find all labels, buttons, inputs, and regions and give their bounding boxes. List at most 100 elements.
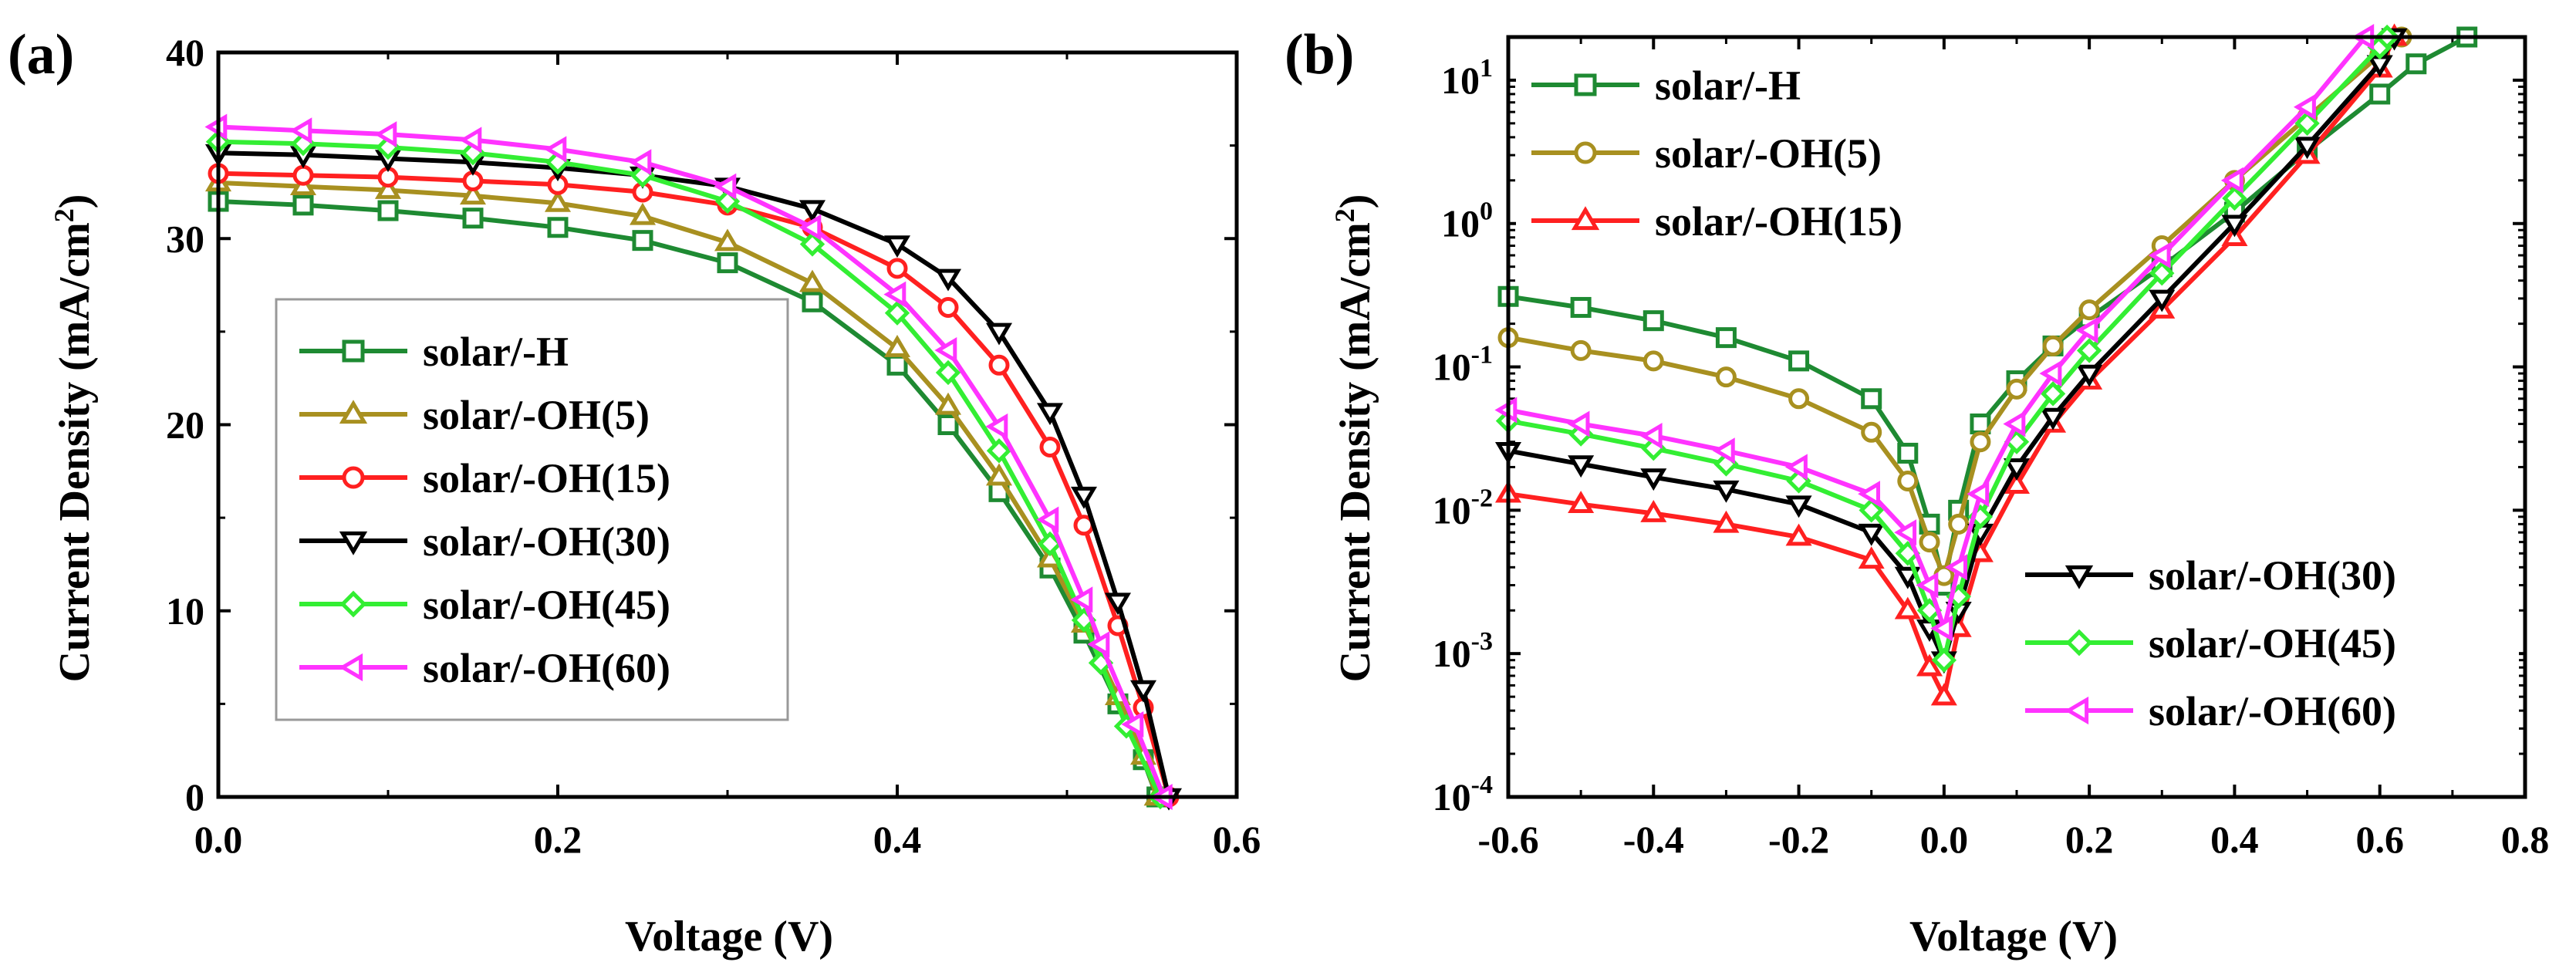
- data-point-marker: [1945, 554, 1967, 581]
- legend-label: solar/-OH(15): [1655, 198, 1902, 245]
- data-point-marker: [798, 200, 826, 223]
- legend-label: solar/-OH(45): [423, 582, 670, 628]
- panel-a-x-axis-label: Voltage (V): [625, 913, 833, 960]
- legend-entry-solar-oh-60: solar/-OH(60): [299, 645, 670, 691]
- data-point-marker: [1897, 470, 1919, 491]
- series-solar-oh-45: [1495, 24, 2400, 673]
- legend-entry-solar-oh-30: solar/-OH(30): [2025, 552, 2396, 599]
- data-point-marker: [459, 182, 487, 205]
- legend-label: solar/-H: [1655, 62, 1801, 109]
- legend-swatch-marker: [1574, 73, 1597, 96]
- data-point-marker: [547, 217, 569, 238]
- x-tick-label: 0.2: [534, 818, 582, 861]
- data-point-marker: [2040, 407, 2067, 430]
- data-point-marker: [1897, 442, 1919, 464]
- x-tick-label: 0.8: [2501, 818, 2550, 861]
- data-point-marker: [2076, 364, 2103, 387]
- data-point-marker: [1919, 532, 1940, 553]
- series-solar-oh-60: [204, 113, 1173, 811]
- y-tick-label: 30: [166, 217, 204, 260]
- y-tick-label-exponent: -3: [1471, 627, 1493, 656]
- data-point-marker: [629, 149, 652, 176]
- data-point-marker: [1129, 680, 1157, 703]
- data-point-marker: [2220, 167, 2243, 194]
- data-point-marker: [1859, 498, 1884, 523]
- legend-label: solar/-OH(45): [2149, 620, 2396, 667]
- panel-b-curves: [1494, 23, 2478, 706]
- data-point-marker: [544, 189, 572, 212]
- data-point-marker: [1070, 486, 1098, 509]
- y-tick-label-base: 10: [1433, 346, 1471, 389]
- data-point-marker: [1931, 647, 1957, 673]
- data-point-marker: [544, 136, 567, 163]
- data-point-marker: [1715, 327, 1737, 349]
- panel-a: (a) Current Density (mA/cm2) Voltage (V)…: [8, 23, 1261, 960]
- series-line: [218, 150, 1171, 798]
- data-point-marker: [985, 322, 1013, 346]
- data-point-marker: [1713, 480, 1740, 503]
- y-tick-label: 0: [185, 775, 204, 819]
- x-tick-label: 0.0: [194, 818, 243, 861]
- data-point-marker: [2221, 214, 2248, 238]
- x-tick-label: -0.6: [1477, 818, 1538, 861]
- legend-entry-solar-oh-45: solar/-OH(45): [2025, 620, 2396, 667]
- data-point-marker: [1715, 366, 1737, 388]
- data-point-marker: [988, 354, 1010, 376]
- data-point-marker: [985, 463, 1013, 486]
- legend-label: solar/-OH(5): [423, 392, 650, 438]
- data-point-marker: [1858, 523, 1885, 546]
- y-tick-label: 40: [166, 31, 204, 74]
- x-tick-label: 0.4: [873, 818, 922, 861]
- panel-b-frame: [1506, 35, 2527, 799]
- data-point-marker: [934, 336, 957, 364]
- data-point-marker: [937, 414, 959, 435]
- data-point-marker: [1894, 566, 1921, 589]
- panel-a-ylabel-sup: 2: [49, 208, 79, 222]
- panel-a-curves: [204, 113, 1183, 811]
- legend-swatch-marker: [2065, 565, 2094, 589]
- data-point-marker: [2294, 137, 2321, 160]
- data-point-marker: [2369, 83, 2391, 105]
- legend-swatch-marker: [2065, 629, 2093, 657]
- data-point-marker: [884, 300, 910, 326]
- data-point-marker: [374, 121, 397, 148]
- data-point-marker: [1036, 403, 1064, 426]
- legend-entry-solar-oh-15: solar/-OH(15): [1531, 198, 1902, 245]
- legend-swatch-marker: [2065, 696, 2089, 725]
- data-point-marker: [1570, 339, 1592, 361]
- data-point-marker: [799, 231, 825, 257]
- series-line: [218, 170, 1171, 798]
- data-point-marker: [1916, 572, 1939, 599]
- legend-label: solar/-OH(60): [423, 645, 670, 691]
- legend-label: solar/-H: [423, 329, 569, 375]
- data-point-marker: [1036, 506, 1059, 533]
- legend-entry-solar-oh-15: solar/-OH(15): [299, 455, 670, 501]
- data-point-marker: [2406, 53, 2427, 75]
- data-point-marker: [292, 194, 314, 216]
- data-point-marker: [1930, 683, 1957, 706]
- data-point-marker: [2040, 381, 2066, 407]
- data-point-marker: [1568, 491, 1595, 513]
- y-tick-label-exponent: -1: [1471, 341, 1493, 370]
- data-point-marker: [1967, 481, 1990, 508]
- data-point-marker: [2149, 261, 2175, 286]
- data-point-marker: [934, 392, 962, 415]
- svg-text:Current Density (mA/cm2): Current Density (mA/cm2): [49, 194, 99, 683]
- panel-b-label: (b): [1285, 23, 1354, 86]
- panel-b-legend-top: solar/-H solar/-OH(5) solar/-OH(15): [1516, 52, 2048, 276]
- y-tick-label-base: 10: [1433, 775, 1471, 819]
- data-point-marker: [2075, 317, 2098, 344]
- data-point-marker: [985, 413, 1008, 440]
- y-tick-label: 100: [1441, 197, 1493, 245]
- data-point-marker: [459, 127, 482, 154]
- data-point-marker: [1861, 421, 1882, 443]
- data-point-marker: [629, 202, 657, 225]
- data-point-marker: [2039, 360, 2062, 387]
- data-point-marker: [1858, 546, 1885, 569]
- data-point-marker: [377, 200, 399, 221]
- data-point-marker: [1039, 436, 1061, 457]
- data-point-marker: [934, 268, 962, 292]
- data-point-marker: [1930, 615, 1953, 642]
- legend-entry-solar-h: solar/-H: [1531, 62, 1801, 109]
